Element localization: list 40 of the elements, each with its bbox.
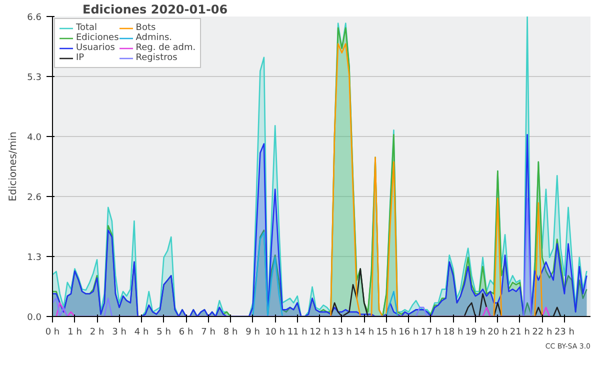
chart-title: Ediciones 2020-01-06 (82, 2, 228, 16)
legend-label: Registros (136, 53, 178, 63)
x-tick-label: 15 h (376, 328, 396, 338)
legend-label: Admins. (136, 33, 172, 43)
x-tick-label: 12 h (310, 328, 330, 338)
x-tick-label: 4 h (134, 328, 149, 338)
y-tick-label: 1.3 (27, 253, 42, 263)
x-tick-label: 0 h (45, 328, 60, 338)
x-tick-label: 20 h (488, 328, 508, 338)
y-axis-title: Ediciones/min (8, 132, 20, 202)
x-tick-label: 23 h (554, 328, 574, 338)
x-tick-label: 2 h (90, 328, 104, 338)
x-tick-label: 21 h (510, 328, 530, 338)
x-tick-label: 1 h (68, 328, 82, 338)
x-tick-label: 16 h (398, 328, 419, 338)
x-tick-label: 8 h (223, 328, 238, 338)
legend-label: Reg. de adm. (136, 43, 196, 53)
x-tick-label: 17 h (420, 328, 441, 338)
legend-label: Usuarios (76, 43, 115, 53)
x-tick-label: 10 h (265, 328, 286, 338)
x-tick-label: 13 h (332, 328, 352, 338)
x-tick-label: 6 h (178, 328, 194, 338)
legend-label: Ediciones (76, 33, 119, 43)
x-tick-label: 3 h (112, 328, 126, 338)
legend-label: IP (76, 53, 86, 63)
y-tick-label: 2.6 (27, 193, 42, 203)
legend-label: Bots (136, 23, 156, 33)
x-tick-label: 5 h (156, 328, 171, 338)
x-tick-label: 14 h (354, 328, 374, 338)
y-tick-label: 4.0 (27, 133, 42, 143)
y-tick-label: 6.6 (27, 13, 42, 23)
x-tick-label: 22 h (532, 328, 552, 338)
legend-label: Total (76, 23, 98, 33)
x-tick-label: 7 h (201, 328, 216, 338)
x-tick-label: 19 h (465, 328, 486, 338)
y-tick-label: 5.3 (27, 73, 42, 83)
x-tick-label: 9 h (246, 328, 260, 338)
x-tick-label: 11 h (287, 328, 308, 338)
y-tick-label: 0.0 (27, 313, 42, 323)
x-tick-label: 18 h (443, 328, 464, 338)
